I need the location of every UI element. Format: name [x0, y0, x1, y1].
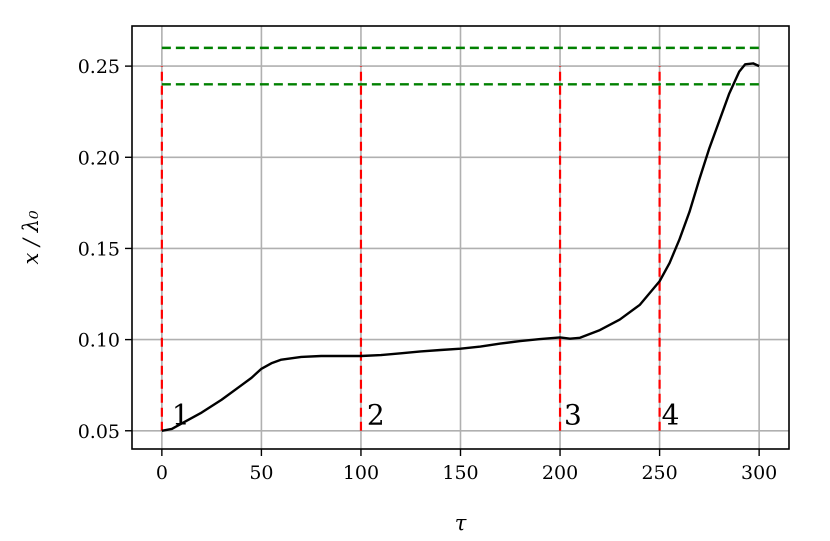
series-line — [161, 62, 760, 432]
reference-lines — [160, 46, 760, 431]
x-tick-label: 50 — [249, 462, 273, 484]
y-axis-label: x / λ₀ — [19, 210, 43, 265]
phase-annotation: 3 — [564, 398, 582, 431]
phase-annotation: 4 — [662, 398, 680, 431]
y-tick-label: 0.10 — [78, 330, 120, 352]
y-tick-label: 0.20 — [78, 147, 120, 169]
x-tick-label: 150 — [442, 462, 478, 484]
grid-layer — [132, 26, 789, 449]
phase-annotation: 2 — [367, 398, 385, 431]
series-layer — [161, 62, 760, 432]
x-tick-label: 250 — [641, 462, 677, 484]
y-tick-label: 0.15 — [78, 238, 120, 260]
x-tick-label: 200 — [542, 462, 578, 484]
x-tick-label: 300 — [741, 462, 777, 484]
y-tick-label: 0.05 — [78, 421, 120, 443]
x-tick-label: 0 — [156, 462, 168, 484]
y-tick-label: 0.25 — [78, 56, 120, 78]
x-tick-label: 100 — [343, 462, 379, 484]
axis-ticks: 0 50 100 150 200 250 300 0.05 0.10 0.15 0.20 0.25 — [78, 56, 778, 484]
annotations: 1 2 3 4 — [172, 398, 680, 431]
phase-annotation: 1 — [172, 398, 190, 431]
x-axis-label: τ — [455, 511, 467, 535]
